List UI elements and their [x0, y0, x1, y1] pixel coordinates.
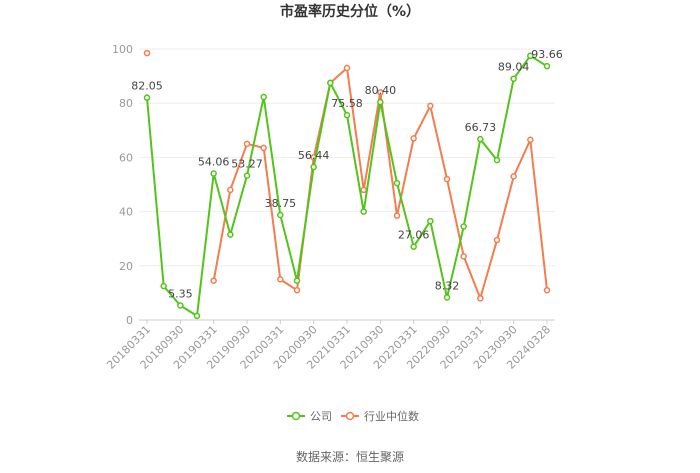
data-point[interactable]: [443, 294, 451, 301]
data-label: 53.27: [231, 158, 263, 171]
x-axis: 2018033120180930201903312019093020200331…: [104, 320, 553, 372]
data-label: 82.05: [131, 80, 163, 93]
data-point[interactable]: [210, 170, 217, 177]
data-point[interactable]: [427, 217, 434, 225]
data-label: 27.06: [398, 229, 430, 242]
series-layer: [143, 49, 551, 320]
legend-label-company: 公司: [310, 410, 332, 423]
chart-title: 市盈率历史分位（%）: [280, 3, 420, 20]
data-source: 数据来源：恒生聚源: [296, 449, 404, 464]
legend-item-company[interactable]: 公司: [287, 410, 332, 423]
data-point[interactable]: [427, 102, 434, 110]
data-point[interactable]: [360, 186, 367, 194]
data-point[interactable]: [377, 89, 384, 96]
data-point[interactable]: [227, 186, 234, 194]
data-point[interactable]: [543, 286, 551, 294]
data-point[interactable]: [343, 64, 351, 72]
y-tick-label: 80: [119, 97, 133, 110]
data-point[interactable]: [143, 94, 151, 101]
data-point[interactable]: [143, 49, 151, 57]
series-industry-median: [143, 49, 551, 302]
data-label: 75.58: [331, 97, 363, 110]
data-point[interactable]: [477, 135, 484, 143]
data-point[interactable]: [510, 75, 517, 82]
data-point[interactable]: [493, 156, 501, 164]
data-label: 89.04: [498, 61, 530, 74]
data-point[interactable]: [493, 236, 501, 244]
data-point[interactable]: [460, 253, 467, 260]
data-label: 80.40: [365, 84, 397, 97]
y-tick-label: 60: [119, 151, 133, 164]
data-point[interactable]: [193, 312, 201, 320]
data-point[interactable]: [293, 286, 301, 294]
data-point[interactable]: [210, 277, 217, 284]
data-point[interactable]: [243, 140, 251, 148]
data-point[interactable]: [377, 98, 384, 106]
data-point[interactable]: [327, 79, 334, 87]
data-point[interactable]: [343, 111, 351, 119]
y-axis: 0 20 40 60 80 100: [112, 43, 133, 327]
legend-marker-company: [291, 411, 301, 421]
data-point[interactable]: [293, 277, 301, 284]
data-label: 38.75: [265, 197, 297, 210]
y-tick-label: 0: [126, 314, 133, 327]
data-point[interactable]: [410, 135, 417, 142]
data-point[interactable]: [443, 175, 451, 183]
y-tick-label: 100: [112, 43, 133, 56]
data-point[interactable]: [177, 302, 184, 309]
data-point[interactable]: [510, 173, 517, 180]
legend-label-industry-median: 行业中位数: [364, 409, 419, 423]
data-label: 5.35: [168, 288, 193, 301]
data-point[interactable]: [527, 52, 534, 60]
data-point[interactable]: [360, 208, 367, 215]
data-point[interactable]: [410, 243, 417, 250]
legend-marker-industry-median: [345, 411, 355, 421]
data-point[interactable]: [477, 295, 484, 302]
data-label: 93.66: [531, 48, 563, 61]
legend-item-industry-median[interactable]: 行业中位数: [341, 409, 419, 423]
data-point[interactable]: [260, 93, 267, 101]
legend: 公司 行业中位数: [287, 409, 419, 423]
y-tick-label: 40: [119, 206, 133, 219]
series-company: [143, 52, 551, 320]
data-point[interactable]: [393, 212, 401, 219]
data-label: 66.73: [465, 121, 497, 134]
data-point[interactable]: [227, 231, 234, 238]
data-point[interactable]: [393, 179, 401, 187]
data-point[interactable]: [277, 211, 284, 219]
data-point[interactable]: [460, 223, 467, 230]
data-point[interactable]: [160, 282, 167, 290]
data-point[interactable]: [543, 62, 551, 70]
data-point[interactable]: [260, 144, 267, 152]
data-label: 8.32: [435, 279, 460, 292]
data-point[interactable]: [243, 172, 251, 179]
data-point[interactable]: [527, 136, 534, 144]
data-label: 54.06: [198, 155, 230, 168]
y-tick-label: 20: [119, 260, 133, 273]
data-point[interactable]: [310, 163, 317, 171]
data-label: 56.44: [298, 149, 330, 162]
data-point[interactable]: [277, 276, 284, 283]
